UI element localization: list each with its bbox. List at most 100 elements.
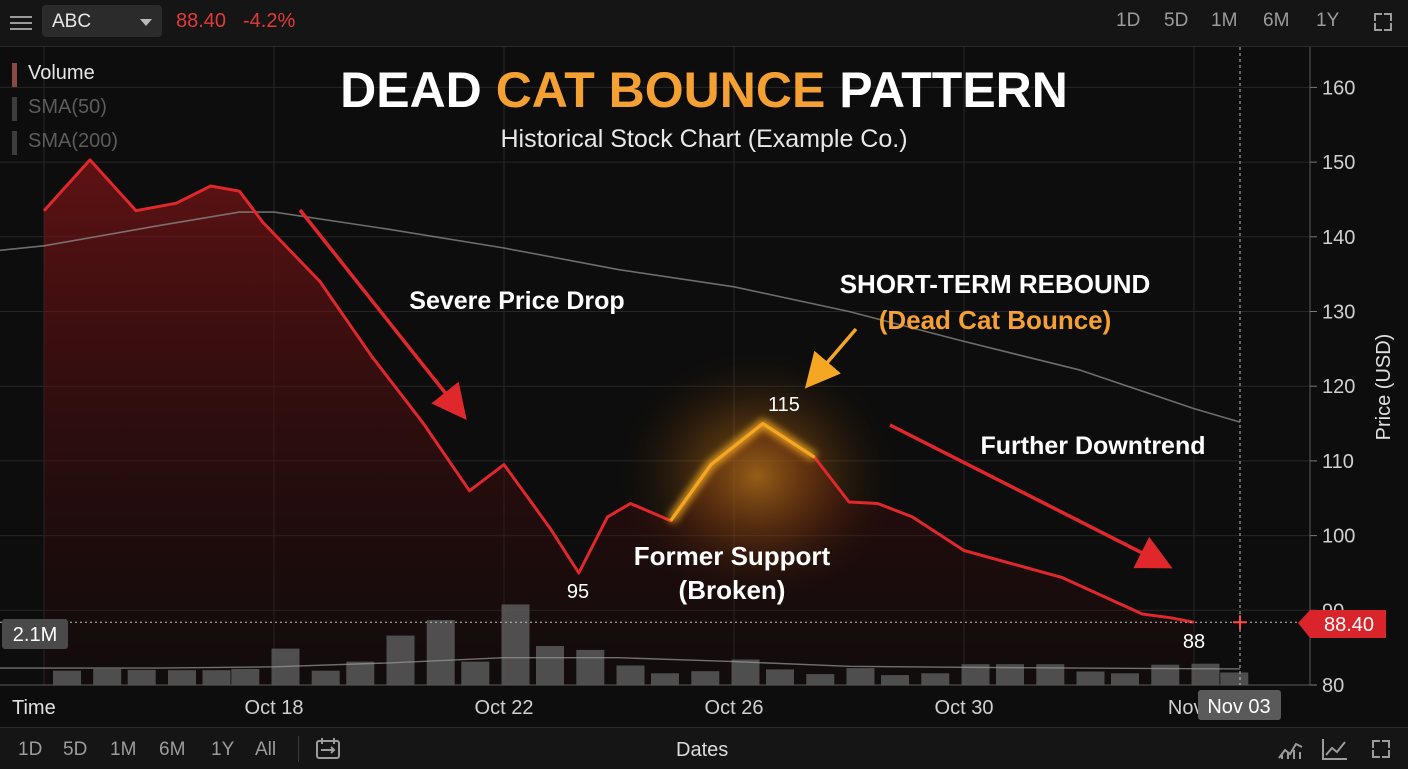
range-1d-top[interactable]: 1D (1116, 10, 1141, 31)
volume-bar (806, 674, 835, 685)
volume-bar (616, 665, 645, 685)
y-tick-label: 150 (1322, 152, 1355, 174)
legend-label: Volume (28, 62, 95, 84)
crosshair-date-box (1198, 690, 1281, 720)
y-tick-label: 120 (1322, 376, 1355, 398)
range-6m-top[interactable]: 6M (1263, 10, 1290, 31)
range-5d[interactable]: 5D (63, 739, 88, 760)
x-tick-label: Oct 26 (705, 697, 764, 719)
volume-bar (846, 668, 875, 685)
top-toolbar: ABC 88.40 -4.2% 1D 5D 1M 6M 1Y (0, 0, 1408, 47)
range-6m[interactable]: 6M (159, 739, 186, 760)
expand-icon[interactable] (1372, 740, 1390, 758)
volume-bar (1151, 664, 1180, 685)
crosshair-date-label: Nov 03 (1207, 696, 1270, 718)
range-1y[interactable]: 1Y (211, 739, 235, 760)
range-1m[interactable]: 1M (110, 739, 137, 760)
arrow-drop (298, 208, 467, 420)
annotation-support-1: Former Support (634, 541, 831, 571)
volume-bar (536, 646, 564, 685)
x-tick-label: Oct 18 (245, 697, 304, 719)
volume-bar (1220, 672, 1249, 685)
x-tick-label: Oct 30 (935, 697, 994, 719)
chevron-down-icon (140, 19, 152, 26)
volume-bar (961, 664, 990, 685)
volume-readout: 2.1M (13, 624, 57, 646)
volume-bar (731, 659, 760, 685)
chart-title: DEAD CAT BOUNCE PATTERN (340, 62, 1068, 118)
y-tick-label: 80 (1322, 675, 1344, 697)
volume-bars (0, 604, 1249, 685)
legend-swatch (12, 97, 17, 121)
symbol-selector[interactable]: ABC (42, 5, 162, 37)
annotation-severe-drop: Severe Price Drop (409, 287, 624, 315)
range-1m-top[interactable]: 1M (1211, 10, 1238, 31)
volume-readout-box (2, 619, 68, 649)
chart-type-icon[interactable] (1322, 738, 1348, 760)
volume-bar (231, 668, 260, 685)
y-axis-title: Price (USD) (1373, 334, 1395, 441)
label-peak-115: 115 (768, 394, 800, 416)
annotation-downtrend: Further Downtrend (981, 432, 1206, 460)
volume-bar (766, 669, 794, 685)
volume-bar (53, 670, 81, 685)
sma-line-layer (0, 211, 1241, 423)
volume-bar (1076, 671, 1105, 685)
fullscreen-icon[interactable] (1374, 13, 1392, 31)
volume-bar (1111, 673, 1139, 685)
legend-label: SMA(200) (28, 130, 119, 152)
date-range-icon[interactable] (316, 738, 342, 760)
price-tag-box (1298, 610, 1386, 638)
y-tick-label: 160 (1322, 77, 1355, 99)
x-axis-title: Time (12, 697, 56, 719)
indicators-icon[interactable] (1278, 738, 1304, 760)
menu-icon[interactable] (10, 12, 32, 32)
price-change: -4.2% (243, 10, 296, 32)
arrow-rebound (804, 327, 858, 389)
volume-bar (386, 635, 415, 685)
bottom-toolbar: 1D 5D 1M 6M 1Y All Dates (0, 727, 1408, 769)
price-line (42, 158, 1195, 624)
volume-bar (127, 669, 156, 685)
annotation-rebound-title: SHORT-TERM REBOUND (840, 269, 1151, 299)
chart-subtitle: Historical Stock Chart (Example Co.) (500, 125, 907, 153)
label-last-88: 88 (1183, 631, 1205, 653)
volume-bar (426, 620, 455, 685)
volume-bar (996, 664, 1024, 685)
y-tick-label: 110 (1322, 451, 1354, 473)
volume-bar (501, 604, 530, 685)
range-1d[interactable]: 1D (18, 739, 43, 760)
volume-bar (168, 670, 196, 685)
legend-swatch (12, 63, 17, 87)
y-tick-label: 130 (1322, 302, 1355, 324)
title-part-1: DEAD (340, 62, 496, 118)
price-tag-label: 88.40 (1324, 614, 1374, 636)
legend-label: SMA(50) (28, 96, 107, 118)
range-all[interactable]: All (255, 739, 277, 760)
label-low-95: 95 (567, 581, 589, 603)
annotation-support-2: (Broken) (679, 575, 786, 605)
volume-bar (1191, 663, 1220, 685)
rebound-glow (607, 340, 907, 611)
y-tick-label: 140 (1322, 227, 1355, 249)
volume-bar (461, 661, 490, 685)
legend-swatch (12, 131, 17, 155)
range-5d-top[interactable]: 5D (1164, 10, 1189, 31)
price-line-layer (42, 158, 1195, 624)
volume-bar (576, 649, 605, 685)
volume-bar (93, 668, 122, 685)
sma-line (0, 211, 1241, 423)
dates-label: Dates (676, 739, 729, 761)
volume-bar (691, 671, 720, 685)
volume-bar (921, 673, 950, 685)
symbol-text: ABC (52, 11, 92, 32)
price-area-fill (44, 159, 1194, 685)
range-1y-top[interactable]: 1Y (1316, 10, 1340, 31)
title-part-3: PATTERN (825, 62, 1068, 118)
volume-bar (202, 670, 231, 685)
price-area (44, 159, 1194, 685)
title-part-accent: CAT BOUNCE (496, 62, 826, 118)
x-tick-label: Oct 22 (475, 697, 534, 719)
y-tick-label: 100 (1322, 526, 1355, 548)
